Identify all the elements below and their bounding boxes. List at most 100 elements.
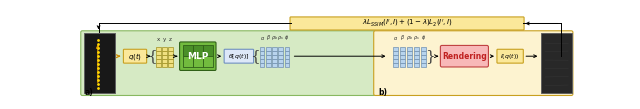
Bar (193, 45, 203, 56)
Bar (156, 55, 161, 59)
Bar (285, 47, 289, 51)
Bar (168, 55, 173, 59)
Bar (400, 47, 404, 51)
Text: $\rho_s$: $\rho_s$ (277, 34, 284, 42)
Text: $\phi$: $\phi$ (420, 33, 426, 42)
Bar (400, 59, 404, 63)
Text: $\rho_s$: $\rho_s$ (413, 34, 420, 42)
Bar (414, 55, 419, 59)
Bar (393, 59, 397, 63)
Bar (260, 63, 264, 67)
Text: $\rho_b$: $\rho_b$ (406, 34, 413, 42)
Text: $\theta[q(t)]$: $\theta[q(t)]$ (228, 52, 250, 61)
Bar (272, 63, 277, 67)
Text: $\alpha$: $\alpha$ (260, 35, 265, 42)
Bar (421, 59, 426, 63)
FancyBboxPatch shape (290, 17, 524, 30)
Text: {: { (250, 49, 260, 63)
Bar (400, 55, 404, 59)
Bar (278, 59, 283, 63)
Bar (260, 51, 264, 55)
Bar (393, 51, 397, 55)
Bar (421, 47, 426, 51)
Bar (260, 55, 264, 59)
Text: x: x (157, 37, 160, 42)
Bar (162, 63, 167, 67)
FancyBboxPatch shape (124, 49, 147, 63)
Bar (156, 47, 161, 51)
Bar (414, 51, 419, 55)
Text: $\beta$: $\beta$ (266, 33, 271, 42)
Bar (168, 63, 173, 67)
Text: $\alpha$: $\alpha$ (393, 35, 398, 42)
FancyBboxPatch shape (81, 31, 375, 95)
Bar (278, 47, 283, 51)
Text: $\beta$: $\beta$ (400, 33, 405, 42)
Bar (421, 63, 426, 67)
Text: MLP: MLP (187, 52, 209, 61)
Bar (278, 63, 283, 67)
Bar (414, 59, 419, 63)
FancyBboxPatch shape (374, 31, 573, 95)
Bar (278, 55, 283, 59)
Text: $\lambda L_{SSIM}(I^\prime, I) + (1 - \lambda)L_2(I^\prime, I)$: $\lambda L_{SSIM}(I^\prime, I) + (1 - \l… (362, 18, 452, 29)
FancyBboxPatch shape (440, 45, 488, 67)
Bar (162, 47, 167, 51)
Bar (156, 59, 161, 63)
Text: $\phi$: $\phi$ (284, 33, 289, 42)
Bar (162, 59, 167, 63)
Text: Rendering: Rendering (442, 52, 487, 61)
Bar (393, 47, 397, 51)
Bar (168, 51, 173, 55)
Bar (266, 55, 271, 59)
Bar (285, 55, 289, 59)
Bar (272, 51, 277, 55)
Bar (193, 56, 203, 67)
Bar (183, 45, 193, 56)
Bar (203, 56, 212, 67)
Text: z: z (169, 37, 172, 42)
Bar (285, 59, 289, 63)
Bar (414, 47, 419, 51)
Bar (285, 63, 289, 67)
Bar (266, 63, 271, 67)
Bar (156, 63, 161, 67)
FancyBboxPatch shape (224, 49, 253, 63)
Bar (272, 55, 277, 59)
Bar (162, 55, 167, 59)
Bar (407, 47, 412, 51)
Bar (156, 51, 161, 55)
Bar (278, 51, 283, 55)
Text: {: { (147, 49, 157, 63)
Bar (541, 33, 572, 93)
Bar (407, 63, 412, 67)
Bar (183, 56, 193, 67)
Bar (168, 59, 173, 63)
Bar (407, 59, 412, 63)
Bar (393, 63, 397, 67)
Bar (266, 59, 271, 63)
Bar (421, 55, 426, 59)
FancyBboxPatch shape (180, 42, 216, 70)
Text: }: } (425, 49, 435, 63)
Text: $I(q(t))$: $I(q(t))$ (500, 52, 520, 61)
Text: $q(t)$: $q(t)$ (128, 51, 142, 62)
FancyBboxPatch shape (497, 49, 524, 63)
Text: $\rho_b$: $\rho_b$ (271, 34, 278, 42)
Bar (168, 47, 173, 51)
Bar (407, 51, 412, 55)
Bar (260, 59, 264, 63)
Bar (400, 63, 404, 67)
Bar (272, 59, 277, 63)
Bar (272, 47, 277, 51)
Bar (260, 47, 264, 51)
Text: b): b) (378, 88, 387, 97)
Bar (414, 63, 419, 67)
Bar (393, 55, 397, 59)
Bar (162, 51, 167, 55)
Text: y: y (163, 37, 166, 42)
Bar (407, 55, 412, 59)
Bar (203, 45, 212, 56)
Bar (285, 51, 289, 55)
Bar (266, 47, 271, 51)
